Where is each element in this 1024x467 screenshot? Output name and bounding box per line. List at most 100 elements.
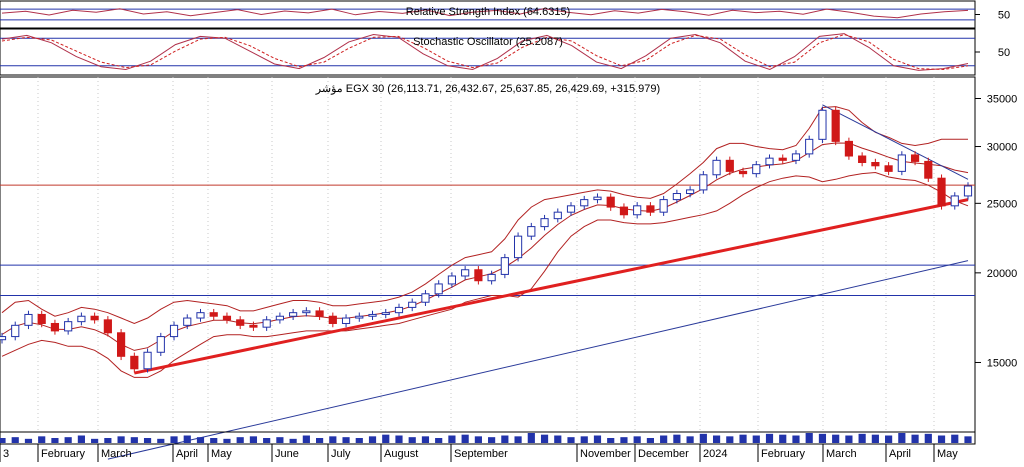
volume-bar bbox=[514, 436, 522, 443]
volume-bar bbox=[620, 437, 628, 443]
candle bbox=[130, 352, 139, 373]
volume-bar bbox=[646, 438, 655, 443]
candle bbox=[289, 308, 298, 320]
volume-bar bbox=[501, 435, 509, 443]
candle bbox=[408, 298, 417, 312]
candle-body bbox=[805, 138, 814, 155]
volume-bar bbox=[236, 437, 244, 443]
volume-bar bbox=[871, 434, 879, 443]
candle bbox=[791, 150, 801, 165]
candle bbox=[686, 186, 695, 198]
candle-body bbox=[421, 293, 430, 303]
candle bbox=[37, 310, 46, 328]
volume-bar bbox=[924, 433, 932, 443]
candle bbox=[0, 332, 7, 344]
candle-body bbox=[686, 189, 695, 195]
candle bbox=[222, 312, 232, 324]
candle bbox=[513, 232, 523, 262]
rsi-series bbox=[1, 8, 969, 19]
price-tick-label: 25000 bbox=[987, 198, 1018, 210]
candle-body bbox=[408, 301, 417, 308]
candle-body bbox=[249, 324, 258, 328]
volume-bar bbox=[130, 437, 138, 443]
price-gridlines bbox=[37, 77, 935, 432]
candle bbox=[950, 192, 959, 210]
volume-bar bbox=[765, 433, 774, 443]
volume-bar bbox=[937, 435, 946, 443]
candle bbox=[196, 308, 205, 322]
x-tick-label: April bbox=[176, 448, 198, 460]
candle bbox=[540, 214, 549, 231]
candle-body bbox=[355, 315, 364, 319]
candle bbox=[355, 312, 364, 322]
x-tick-label: August bbox=[384, 448, 418, 460]
volume-bar bbox=[752, 435, 760, 443]
x-tick-label: February bbox=[41, 448, 86, 460]
volume-bar bbox=[580, 436, 588, 443]
trendline-3 bbox=[822, 104, 969, 180]
candle-body bbox=[897, 154, 906, 172]
volume-bar bbox=[91, 438, 99, 443]
candle bbox=[487, 270, 496, 285]
x-tick-label: May bbox=[937, 448, 958, 460]
candle-body bbox=[50, 322, 60, 332]
candle bbox=[90, 312, 99, 324]
candle-body bbox=[778, 157, 787, 161]
candle bbox=[937, 174, 946, 210]
candle bbox=[593, 193, 602, 204]
candle bbox=[64, 317, 73, 335]
candle bbox=[672, 189, 681, 204]
volume-bar bbox=[329, 436, 337, 443]
bollinger-lower-line bbox=[1, 171, 969, 378]
candle bbox=[963, 182, 973, 200]
candle-body bbox=[699, 174, 708, 191]
volume-bar bbox=[818, 433, 827, 443]
candle-body bbox=[765, 157, 774, 166]
candle bbox=[712, 156, 721, 179]
candle-body bbox=[447, 275, 457, 285]
volume-bar bbox=[726, 436, 734, 443]
candle bbox=[606, 193, 615, 211]
candle bbox=[434, 280, 443, 298]
stochastic-guide-lines bbox=[0, 37, 975, 67]
price-y-ticks: 15000 20000 25000 30000 35000 bbox=[975, 93, 1017, 369]
candle bbox=[659, 195, 668, 216]
candle bbox=[884, 162, 893, 176]
volume-bar bbox=[660, 435, 668, 443]
volume-bar bbox=[249, 436, 258, 443]
stochastic-series bbox=[1, 33, 969, 71]
candle-body bbox=[77, 315, 86, 323]
candle-body bbox=[130, 355, 139, 370]
candle bbox=[646, 202, 655, 216]
candle-body bbox=[262, 319, 271, 328]
candle-body bbox=[580, 199, 589, 207]
stochastic-line-2 bbox=[1, 33, 969, 71]
bollinger-middle-line bbox=[1, 142, 969, 351]
candle-body bbox=[633, 205, 642, 216]
volume-bar bbox=[593, 435, 602, 443]
volume-bar bbox=[196, 437, 205, 443]
candle-body bbox=[593, 196, 602, 201]
candle bbox=[778, 154, 787, 165]
candle bbox=[461, 266, 470, 280]
candle-body bbox=[791, 153, 801, 161]
candle-body bbox=[64, 321, 73, 332]
volume-bar bbox=[832, 434, 840, 443]
candle-body bbox=[606, 196, 615, 208]
volume-bar bbox=[0, 438, 6, 443]
candle bbox=[500, 253, 509, 279]
volume-bar bbox=[686, 436, 694, 443]
volume-bar bbox=[157, 438, 165, 443]
bollinger-bands bbox=[1, 106, 969, 378]
candle bbox=[183, 314, 192, 330]
candle bbox=[910, 151, 920, 166]
candle bbox=[805, 135, 814, 158]
x-tick-label: 3 bbox=[3, 448, 9, 460]
price-tick-label: 35000 bbox=[987, 93, 1018, 105]
candle bbox=[553, 208, 562, 223]
candle-body bbox=[950, 195, 959, 207]
volume-bar bbox=[77, 435, 85, 443]
price-panel-frame bbox=[0, 76, 976, 433]
candle bbox=[143, 348, 152, 373]
